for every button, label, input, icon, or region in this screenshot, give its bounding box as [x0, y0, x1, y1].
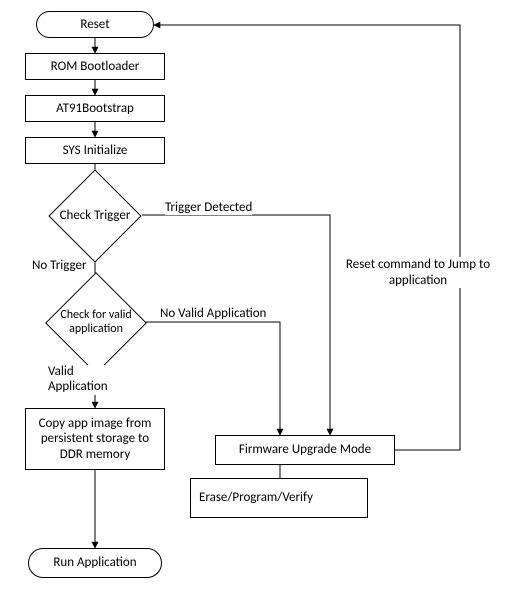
node-run-application-label: Run Application	[53, 555, 136, 571]
node-sys-initialize-label: SYS Initialize	[63, 143, 128, 159]
node-check-trigger: Check Trigger	[62, 183, 128, 249]
node-firmware-upgrade-mode: Firmware Upgrade Mode	[215, 435, 395, 465]
node-reset: Reset	[36, 11, 154, 38]
node-copy-app-image: Copy app image from persistent storage t…	[25, 408, 165, 470]
edge-label-trigger-detected: Trigger Detected	[165, 200, 252, 215]
node-at91bootstrap-label: AT91Bootstrap	[56, 101, 134, 117]
node-erase-program-verify-label: Erase/Program/Verify	[199, 490, 313, 506]
node-firmware-upgrade-mode-label: Firmware Upgrade Mode	[239, 442, 371, 458]
edge-label-no-valid-application: No Valid Application	[160, 306, 266, 321]
node-rom-bootloader: ROM Bootloader	[25, 53, 165, 80]
node-check-valid-app: Check for valid application	[60, 287, 132, 359]
node-run-application: Run Application	[28, 548, 162, 578]
node-copy-app-image-label: Copy app image from persistent storage t…	[30, 416, 160, 463]
edge-label-reset-command: Reset command to Jump to application	[338, 257, 498, 288]
node-erase-program-verify: Erase/Program/Verify	[190, 478, 368, 518]
node-reset-label: Reset	[80, 17, 109, 33]
node-at91bootstrap: AT91Bootstrap	[25, 95, 165, 122]
node-check-valid-app-label: Check for valid application	[54, 309, 138, 337]
node-sys-initialize: SYS Initialize	[25, 137, 165, 164]
edge-label-valid-application: Valid Application	[48, 365, 128, 395]
edge-label-no-trigger: No Trigger	[32, 258, 86, 273]
node-check-trigger-label: Check Trigger	[60, 209, 131, 224]
node-rom-bootloader-label: ROM Bootloader	[51, 59, 140, 75]
